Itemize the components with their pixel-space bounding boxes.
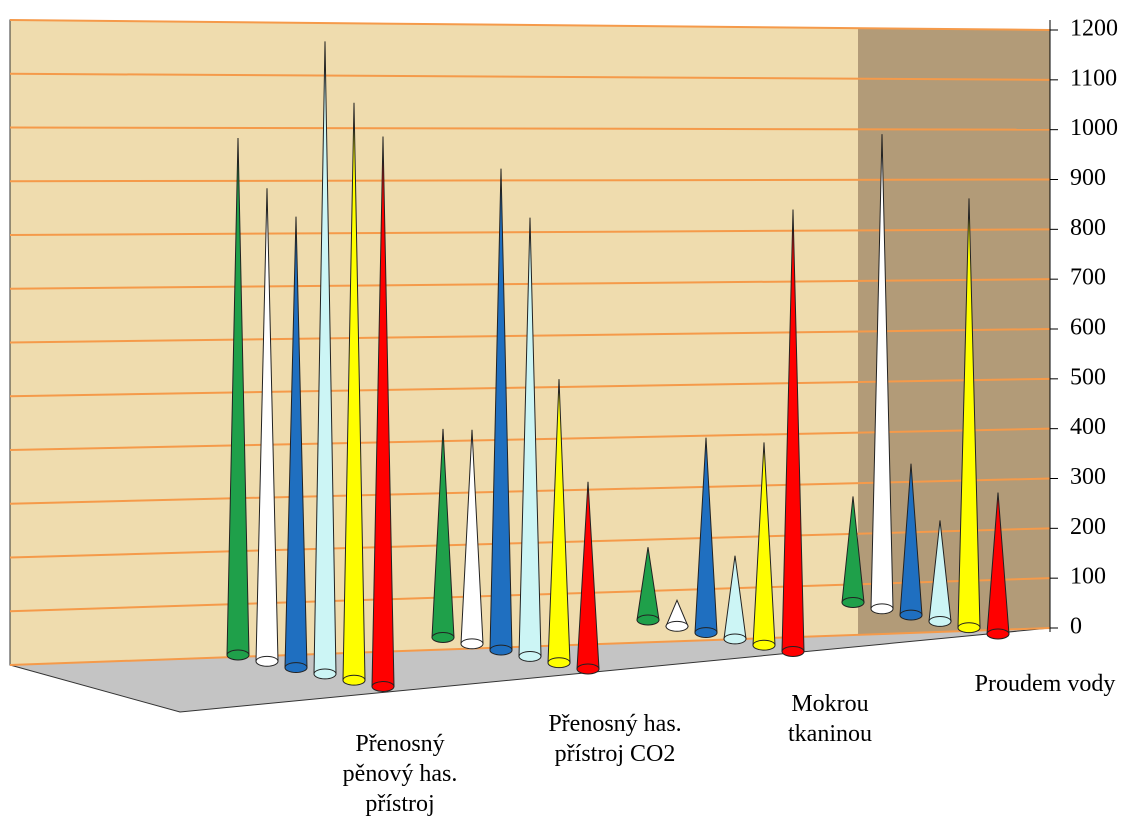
y-tick-label: 900 bbox=[1070, 165, 1106, 191]
x-tick-label: Přenosný pěnový has. přístroj bbox=[343, 731, 458, 817]
y-tick-label: 800 bbox=[1070, 215, 1106, 241]
grid-line bbox=[9, 19, 1051, 31]
y-tick-label: 1000 bbox=[1070, 115, 1118, 141]
cone-base bbox=[781, 646, 805, 657]
cone-base bbox=[431, 632, 455, 643]
cone-base bbox=[460, 638, 484, 650]
cone-base bbox=[636, 614, 660, 626]
cone-base bbox=[665, 620, 689, 632]
y-tick-label: 300 bbox=[1070, 464, 1106, 490]
cone-base bbox=[899, 609, 923, 621]
cone-base bbox=[928, 615, 952, 627]
y-tick-label: 1200 bbox=[1070, 16, 1118, 42]
y-tick-label: 0 bbox=[1070, 614, 1082, 640]
x-tick-label: Mokrou tkaninou bbox=[788, 691, 872, 747]
cone-base bbox=[342, 674, 366, 686]
y-tick-label: 200 bbox=[1070, 514, 1106, 540]
x-tick-label: Proudem vody bbox=[975, 671, 1116, 697]
cone-base bbox=[694, 627, 718, 639]
cone-base bbox=[752, 639, 776, 651]
cone-base bbox=[723, 633, 747, 645]
cone-base bbox=[284, 662, 308, 674]
y-tick-label: 1100 bbox=[1070, 65, 1117, 91]
cone-base bbox=[226, 649, 250, 661]
cone-base bbox=[841, 597, 865, 608]
grid-line bbox=[9, 126, 1051, 131]
cone-base bbox=[489, 644, 513, 656]
y-tick-label: 400 bbox=[1070, 414, 1106, 440]
y-tick-label: 700 bbox=[1070, 265, 1106, 291]
grid-line bbox=[9, 72, 1051, 81]
cone-base bbox=[957, 622, 981, 634]
cone-base bbox=[576, 663, 600, 675]
cone-base bbox=[547, 657, 571, 669]
y-tick-label: 600 bbox=[1070, 315, 1106, 341]
cone-base bbox=[986, 628, 1010, 640]
x-tick-label: Přenosný has. přístroj CO2 bbox=[548, 711, 681, 767]
grid-line bbox=[9, 178, 1051, 183]
y-tick-label: 500 bbox=[1070, 364, 1106, 390]
cone-base bbox=[518, 650, 542, 662]
y-tick-label: 100 bbox=[1070, 564, 1106, 590]
cone-base bbox=[371, 681, 395, 692]
cone-base bbox=[255, 655, 279, 667]
cone-base bbox=[870, 603, 894, 615]
cone-base bbox=[313, 668, 337, 680]
